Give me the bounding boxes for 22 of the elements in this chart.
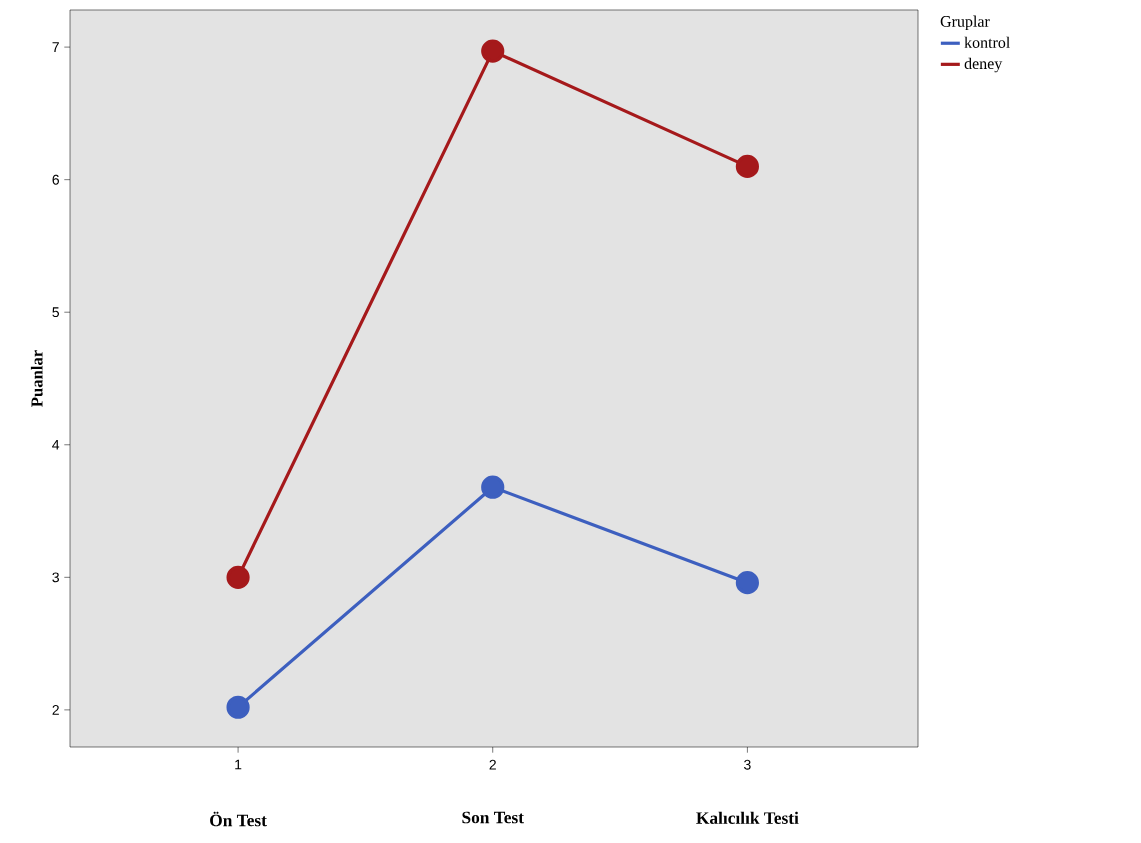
point <box>735 154 759 179</box>
y-tick-label: 4 <box>52 439 60 450</box>
point <box>226 695 250 719</box>
y-tick-label: 2 <box>52 705 59 715</box>
point <box>226 565 250 589</box>
y-tick-label: 7 <box>52 42 59 52</box>
point <box>735 571 759 595</box>
text: 1 <box>235 759 242 770</box>
text: 3 <box>744 759 751 770</box>
x-tick-label: Ön Test <box>210 811 267 827</box>
text: 2 <box>489 759 496 770</box>
y-tick-label: 3 <box>52 572 59 583</box>
legend-label: deney <box>964 57 1003 73</box>
y-tick-label: 5 <box>52 307 60 318</box>
x-tick-label: Kalıcılık Testi <box>696 811 799 824</box>
legend-label: kontrol <box>964 36 1010 48</box>
y-axis-title: Puanlar <box>30 350 43 407</box>
x-tick-label: Son Test <box>462 811 524 824</box>
point <box>481 475 505 499</box>
point <box>481 39 505 63</box>
y-tick-label: 6 <box>52 174 59 185</box>
legend-title: Gruplar <box>940 15 990 31</box>
